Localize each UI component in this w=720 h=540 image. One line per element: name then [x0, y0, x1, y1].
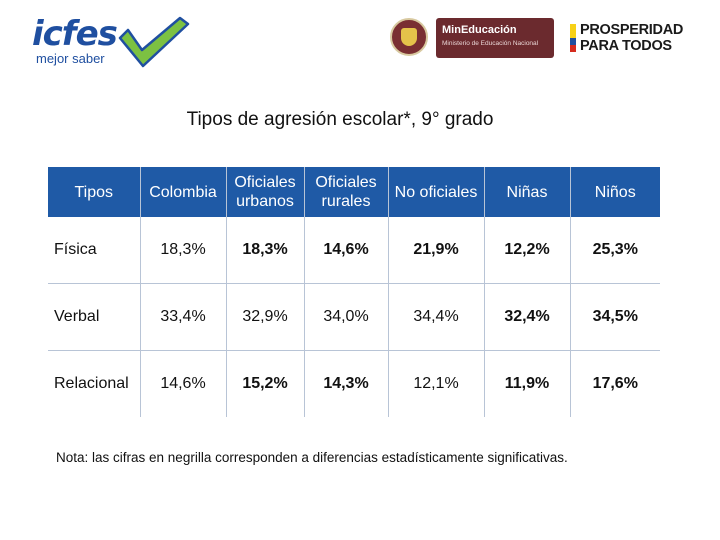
table-row: Relacional 14,6% 15,2% 14,3% 12,1% 11,9%… — [48, 350, 660, 417]
icfes-tagline: mejor saber — [36, 51, 105, 66]
mineducacion-title: MinEducación — [442, 24, 517, 36]
column-header: Niños — [569, 167, 660, 217]
icfes-logo: icfes mejor saber — [32, 14, 190, 68]
column-header: No oficiales — [387, 167, 484, 217]
aggression-types-table: Tipos Colombia Oficiales urbanos Oficial… — [48, 167, 660, 417]
table-cell: 25,3% — [569, 217, 660, 284]
coat-of-arms-icon — [390, 18, 428, 56]
table-cell: 11,9% — [483, 350, 570, 417]
table-cell: 18,3% — [225, 217, 304, 284]
column-header: Colombia — [139, 167, 226, 217]
table-cell: 12,1% — [387, 350, 484, 417]
table-cell: 34,4% — [387, 283, 484, 351]
prosperidad-logo: PROSPERIDAD PARA TODOS — [570, 22, 694, 56]
page-title: Tipos de agresión escolar*, 9° grado — [186, 109, 494, 130]
checkmark-icon — [118, 16, 190, 68]
prosperidad-line1: PROSPERIDAD — [580, 22, 684, 38]
icfes-wordmark: icfes — [32, 14, 118, 54]
row-label: Física — [54, 241, 97, 258]
mineducacion-subtitle: Ministerio de Educación Nacional — [442, 40, 539, 47]
column-header: Oficiales urbanos — [225, 167, 304, 217]
table-cell: 18,3% — [139, 217, 226, 284]
mineducacion-badge: MinEducación Ministerio de Educación Nac… — [436, 18, 554, 58]
table-cell: 34,0% — [303, 283, 388, 351]
table-row: Física 18,3% 18,3% 14,6% 21,9% 12,2% 25,… — [48, 217, 660, 284]
table-cell: 32,9% — [225, 283, 304, 351]
table-cell: 21,9% — [387, 217, 484, 284]
colombia-flag-icon — [570, 24, 576, 52]
column-header: Tipos — [48, 167, 140, 217]
row-label: Relacional — [48, 350, 140, 417]
table-cell: 12,2% — [483, 217, 570, 284]
table-cell: 14,6% — [303, 217, 388, 284]
table-cell: 14,3% — [303, 350, 388, 417]
table-cell: 14,6% — [139, 350, 226, 417]
row-label: Verbal — [48, 283, 140, 351]
column-header: Oficiales rurales — [303, 167, 388, 217]
table-cell: 17,6% — [569, 350, 660, 417]
table-header-row: Tipos Colombia Oficiales urbanos Oficial… — [48, 167, 660, 217]
table-cell: 34,5% — [569, 283, 660, 351]
table-row: Verbal 33,4% 32,9% 34,0% 34,4% 32,4% 34,… — [48, 283, 660, 351]
prosperidad-line2: PARA TODOS — [580, 38, 672, 54]
footnote: Nota: las cifras en negrilla corresponde… — [56, 450, 568, 465]
column-header: Niñas — [483, 167, 570, 217]
table-cell: 15,2% — [225, 350, 304, 417]
mineducacion-logo: MinEducación Ministerio de Educación Nac… — [386, 16, 556, 60]
table-cell: 32,4% — [483, 283, 570, 351]
table-cell: 33,4% — [139, 283, 226, 351]
